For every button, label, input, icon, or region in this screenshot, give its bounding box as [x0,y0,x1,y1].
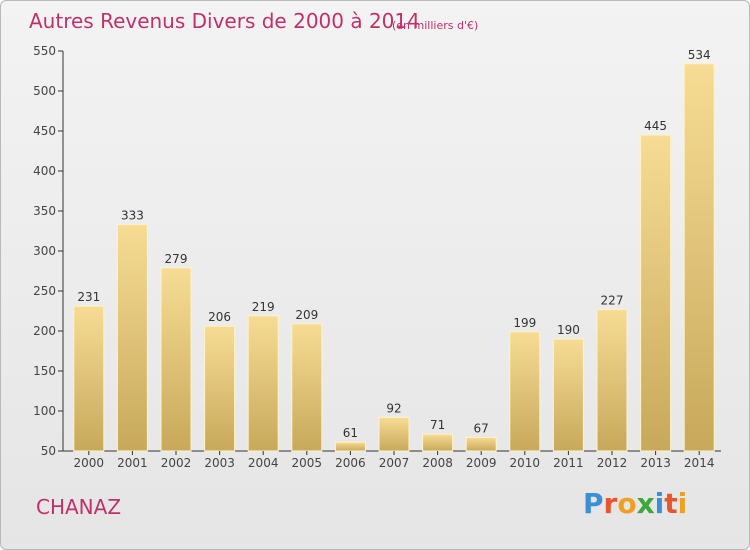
logo-letter: r [603,487,618,520]
x-tick-label: 2001 [117,456,148,470]
x-tick-label: 2009 [466,456,497,470]
x-tick-label: 2003 [204,456,235,470]
data-label: 71 [430,418,445,432]
y-tick-label: 300 [33,244,56,258]
place-name: CHANAZ [36,495,122,519]
x-tick-label: 2002 [161,456,192,470]
bar [640,134,672,452]
bar [378,416,410,452]
data-label: 534 [688,48,711,62]
data-label: 190 [557,323,580,337]
x-tick-label: 2013 [640,456,671,470]
bar [509,331,541,452]
data-label: 92 [386,401,401,415]
bar [465,436,497,452]
bar [683,63,715,452]
logo-letter: i [677,487,688,520]
proxiti-logo: Proxiti [583,487,687,520]
x-tick-label: 2011 [553,456,584,470]
bar [552,338,584,452]
y-tick-label: 250 [33,284,56,298]
data-label: 209 [295,308,318,322]
bar [596,308,628,452]
x-tick-label: 2012 [597,456,628,470]
x-tick-label: 2010 [510,456,541,470]
bar [116,224,148,452]
data-label: 219 [252,300,275,314]
data-label: 199 [513,316,536,330]
data-label: 227 [601,293,624,307]
x-tick-label: 2000 [74,456,105,470]
x-tick-label: 2006 [335,456,366,470]
x-tick-label: 2007 [379,456,410,470]
y-tick-label: 500 [33,84,56,98]
bar [334,441,366,452]
bar [204,325,236,452]
y-tick-label: 550 [33,44,56,58]
y-tick-label: 200 [33,324,56,338]
y-tick-label: 350 [33,204,56,218]
y-tick-label: 400 [33,164,56,178]
x-tick-label: 2008 [422,456,453,470]
chart-subtitle: (en milliers d'€) [392,19,479,32]
y-tick-label: 450 [33,124,56,138]
x-tick-label: 2005 [292,456,323,470]
y-tick-label: 150 [33,364,56,378]
logo-letter: o [617,487,637,520]
x-tick-label: 2014 [684,456,715,470]
bar [160,267,192,452]
y-tick-label: 50 [41,444,56,458]
logo-letter: x [636,487,655,520]
logo-letter: P [583,487,604,520]
logo-letter: t [664,487,678,520]
x-tick-label: 2004 [248,456,279,470]
data-label: 67 [474,421,489,435]
bar [73,305,105,452]
data-label: 279 [165,252,188,266]
data-label: 61 [343,426,358,440]
data-label: 445 [644,119,667,133]
bar [247,315,279,452]
data-label: 333 [121,209,144,223]
y-tick-label: 100 [33,404,56,418]
bar [291,323,323,452]
bar [422,433,454,452]
data-label: 206 [208,310,231,324]
chart-title: Autres Revenus Divers de 2000 à 2014 [29,9,420,33]
data-label: 231 [77,290,100,304]
logo-letter: i [654,487,665,520]
